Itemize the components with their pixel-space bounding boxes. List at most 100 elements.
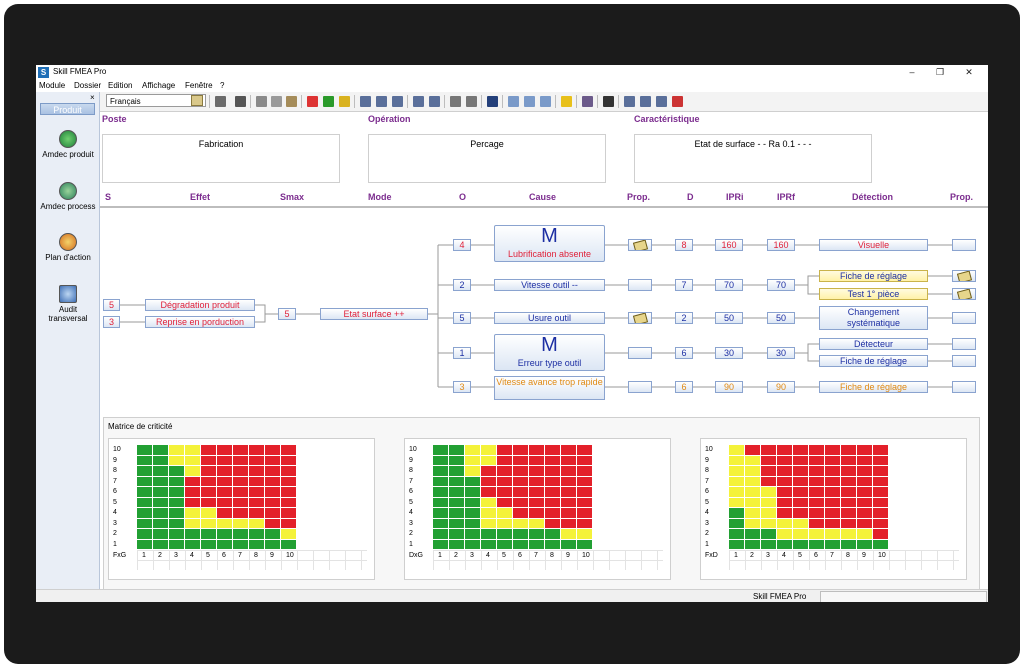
detection-prop-cell[interactable] xyxy=(952,312,976,324)
tab-produit[interactable]: Produit xyxy=(40,103,95,115)
menu-module[interactable]: Module xyxy=(39,81,66,90)
detection-cell[interactable]: Visuelle xyxy=(819,239,928,251)
iprf-cell[interactable]: 70 xyxy=(767,279,795,291)
nav-amdec-produit[interactable]: Amdec produit xyxy=(40,130,96,159)
detection-cell[interactable]: Fiche de réglage xyxy=(819,270,928,282)
detection-score-cell[interactable]: 7 xyxy=(675,279,693,291)
add-node-icon[interactable] xyxy=(307,96,318,107)
minimize-button[interactable]: – xyxy=(909,67,915,77)
effect-cell[interactable]: Reprise en porduction xyxy=(145,316,255,328)
detection-cell[interactable]: Fiche de réglage xyxy=(819,355,928,367)
prop-cell[interactable] xyxy=(628,239,652,251)
refresh-icon[interactable] xyxy=(540,96,551,107)
status-field xyxy=(820,591,987,602)
tree-left-icon[interactable] xyxy=(360,96,371,107)
nav-plan-action[interactable]: Plan d'action xyxy=(40,233,96,262)
matrix-cell xyxy=(529,445,545,456)
hierarchy-icon[interactable] xyxy=(640,96,651,107)
folder-open-icon[interactable] xyxy=(191,95,203,106)
prop-cell[interactable] xyxy=(628,381,652,393)
close-button[interactable]: ✕ xyxy=(965,67,973,77)
detection-prop-cell[interactable] xyxy=(952,270,976,282)
move-node-icon[interactable] xyxy=(339,96,350,107)
cut-icon[interactable] xyxy=(256,96,267,107)
paste-icon[interactable] xyxy=(286,96,297,107)
detection-score-cell[interactable]: 6 xyxy=(675,381,693,393)
severity-cell[interactable]: 5 xyxy=(103,299,120,311)
ipri-cell[interactable]: 30 xyxy=(715,347,743,359)
link-node-icon[interactable] xyxy=(323,96,334,107)
network-icon[interactable] xyxy=(624,96,635,107)
ipri-cell[interactable]: 90 xyxy=(715,381,743,393)
panel-close-button[interactable]: × xyxy=(90,93,95,102)
save-icon[interactable] xyxy=(215,96,226,107)
operation-field[interactable]: Percage xyxy=(368,134,606,183)
tree-expand-icon[interactable] xyxy=(392,96,403,107)
cause-cell[interactable]: Vitesse avance trop rapide xyxy=(494,376,605,400)
info-icon[interactable] xyxy=(487,96,498,107)
users-icon[interactable] xyxy=(508,96,519,107)
occurrence-cell[interactable]: 1 xyxy=(453,347,471,359)
grid-icon[interactable] xyxy=(582,96,593,107)
occurrence-cell[interactable]: 4 xyxy=(453,239,471,251)
tree-collapse-icon[interactable] xyxy=(413,96,424,107)
warning-icon[interactable] xyxy=(561,96,572,107)
document-icon[interactable] xyxy=(450,96,461,107)
matrix-cell xyxy=(265,455,281,466)
tools-icon[interactable] xyxy=(656,96,667,107)
copy-icon[interactable] xyxy=(271,96,282,107)
detection-score-cell[interactable]: 2 xyxy=(675,312,693,324)
poste-field[interactable]: Fabrication xyxy=(102,134,340,183)
ipri-cell[interactable]: 50 xyxy=(715,312,743,324)
iprf-cell[interactable]: 90 xyxy=(767,381,795,393)
cause-cell[interactable]: Vitesse outil -- xyxy=(494,279,605,291)
detection-score-cell[interactable]: 8 xyxy=(675,239,693,251)
occurrence-cell[interactable]: 3 xyxy=(453,381,471,393)
occurrence-cell[interactable]: 2 xyxy=(453,279,471,291)
cause-cell[interactable]: M Lubrification absente xyxy=(494,225,605,262)
detection-prop-cell[interactable] xyxy=(952,355,976,367)
tree-right-icon[interactable] xyxy=(376,96,387,107)
smax-cell[interactable]: 5 xyxy=(278,308,296,320)
detection-cell[interactable]: Test 1° pièce xyxy=(819,288,928,300)
nav-amdec-process[interactable]: Amdec process xyxy=(40,182,96,211)
search-icon[interactable] xyxy=(603,96,614,107)
tree-branch-icon[interactable] xyxy=(429,96,440,107)
menu-fenetre[interactable]: Fenêtre xyxy=(185,81,213,90)
menu-edition[interactable]: Edition xyxy=(108,81,133,90)
prop-cell[interactable] xyxy=(628,347,652,359)
matrix-cell xyxy=(169,487,185,498)
severity-cell[interactable]: 3 xyxy=(103,316,120,328)
detection-score-cell[interactable]: 6 xyxy=(675,347,693,359)
caracteristique-field[interactable]: Etat de surface - - Ra 0.1 - - - xyxy=(634,134,872,183)
ipri-cell[interactable]: 70 xyxy=(715,279,743,291)
detection-prop-cell[interactable] xyxy=(952,338,976,350)
maximize-button[interactable]: ❐ xyxy=(935,67,945,77)
detection-cell[interactable]: Détecteur xyxy=(819,338,928,350)
language-select[interactable]: Français xyxy=(106,94,206,107)
prop-cell[interactable] xyxy=(628,279,652,291)
detection-cell[interactable]: Fiche de réglage xyxy=(819,381,928,393)
report-icon[interactable] xyxy=(466,96,477,107)
calendar-icon[interactable] xyxy=(524,96,535,107)
mode-cell[interactable]: Etat surface ++ xyxy=(320,308,428,320)
detection-prop-cell[interactable] xyxy=(952,239,976,251)
menu-dossier[interactable]: Dossier xyxy=(74,81,102,90)
effect-cell[interactable]: Dégradation produit xyxy=(145,299,255,311)
iprf-cell[interactable]: 50 xyxy=(767,312,795,324)
iprf-cell[interactable]: 30 xyxy=(767,347,795,359)
occurrence-cell[interactable]: 5 xyxy=(453,312,471,324)
menu-help[interactable]: ? xyxy=(220,81,225,90)
cause-cell[interactable]: Usure outil xyxy=(494,312,605,324)
cause-cell[interactable]: M Erreur type outil xyxy=(494,334,605,371)
print-icon[interactable] xyxy=(235,96,246,107)
export-icon[interactable] xyxy=(672,96,683,107)
detection-prop-cell[interactable] xyxy=(952,381,976,393)
detection-prop-cell[interactable] xyxy=(952,288,976,300)
menu-affichage[interactable]: Affichage xyxy=(142,81,176,90)
ipri-cell[interactable]: 160 xyxy=(715,239,743,251)
nav-audit-transversal[interactable]: Audit transversal xyxy=(40,285,96,323)
prop-cell[interactable] xyxy=(628,312,652,324)
detection-cell[interactable]: Changement systématique xyxy=(819,306,928,330)
iprf-cell[interactable]: 160 xyxy=(767,239,795,251)
